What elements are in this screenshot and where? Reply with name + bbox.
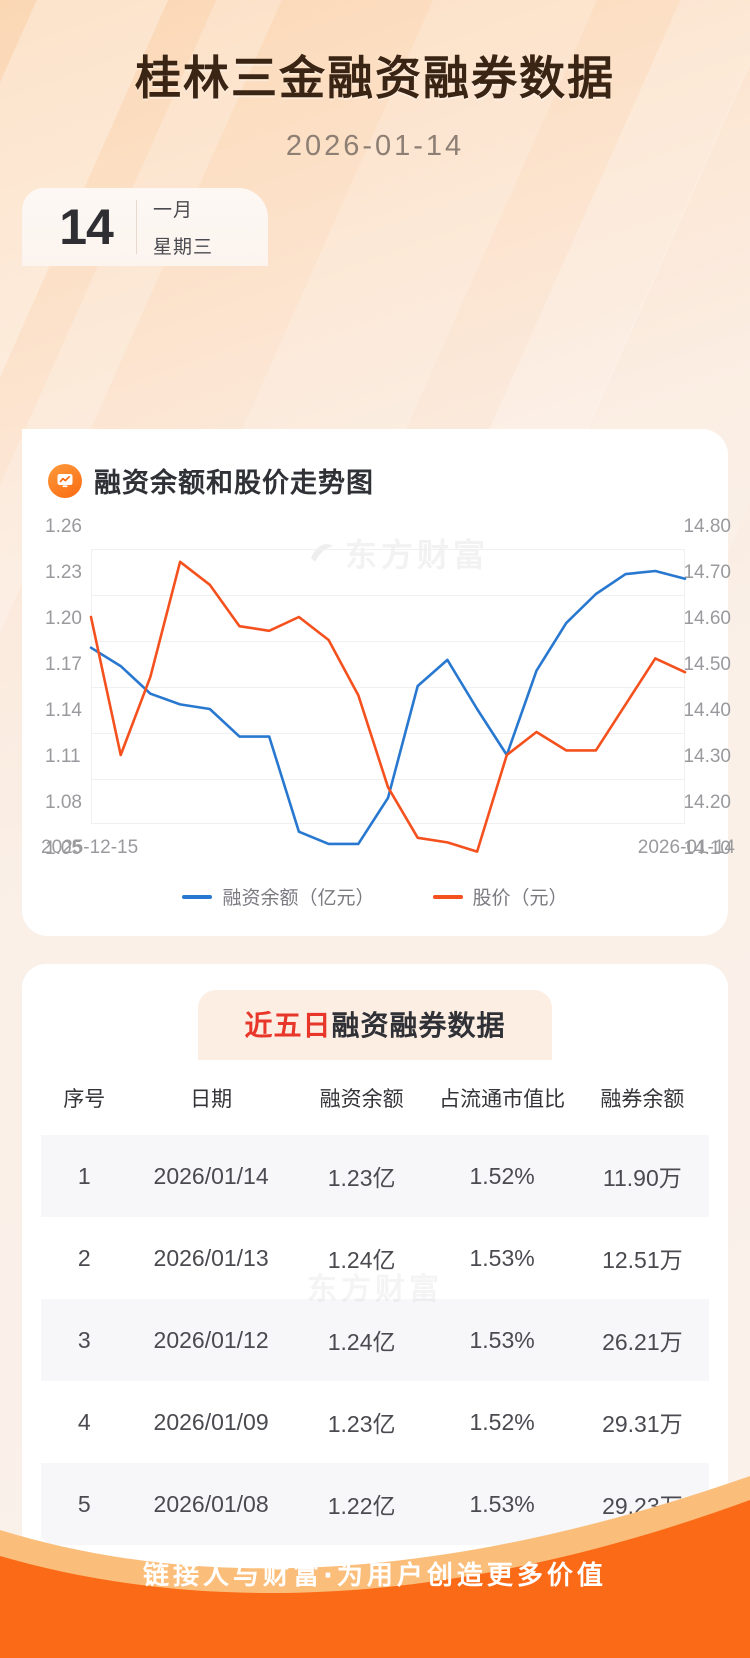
chart-gridline <box>91 595 685 596</box>
chart-monitor-icon <box>48 463 82 498</box>
y-axis-right-tick: 14.50 <box>683 654 731 675</box>
cell-date: 2026/01/12 <box>153 1326 269 1353</box>
y-axis-left-tick: 1.08 <box>45 792 82 813</box>
legend-swatch <box>432 894 463 899</box>
chart-gridline <box>91 549 685 550</box>
chart-series-line <box>89 560 687 853</box>
x-axis-end-label: 2026-01-14 <box>637 837 735 858</box>
cell-securities-balance: 26.21万 <box>602 1329 683 1355</box>
chart-card: 融资余额和股价走势图 东方财富 1.26 1.23 1.20 1.17 <box>22 429 735 936</box>
chart-section-title: 融资余额和股价走势图 <box>94 468 374 499</box>
date-chip: 14 一月 星期三 <box>22 188 268 266</box>
y-axis-left-tick: 1.05 <box>45 838 82 859</box>
y-axis-left-tick: 1.23 <box>45 562 82 583</box>
cell-date: 2026/01/14 <box>153 1162 269 1189</box>
footer-slogan: 链接人与财富·为用户创造更多价值 <box>143 1561 607 1591</box>
chart-series-line <box>89 569 687 846</box>
chart-section-header: 融资余额和股价走势图 <box>22 455 728 500</box>
y-axis-right-tick: 14.70 <box>683 562 731 583</box>
page-footer: 链接人与财富·为用户创造更多价值 <box>0 1438 750 1658</box>
cell-index: 1 <box>77 1162 91 1189</box>
legend-label: 股价（元） <box>472 888 568 909</box>
y-axis-right-tick: 14.30 <box>683 746 731 767</box>
table-row: 3 2026/01/12 1.24亿 1.53% 26.21万 <box>41 1299 709 1381</box>
chart-gridline <box>91 823 685 824</box>
y-axis-left-tick: 1.20 <box>45 608 82 629</box>
cell-securities-balance: 12.51万 <box>602 1247 683 1273</box>
chart-plot-area[interactable]: 东方财富 1.26 1.23 1.20 1.17 1.14 1.11 1.08 … <box>39 516 737 877</box>
cell-securities-balance: 29.31万 <box>602 1411 683 1437</box>
cell-date: 2026/01/09 <box>153 1408 269 1435</box>
y-axis-left-tick: 1.14 <box>45 700 82 721</box>
cell-market-value-pct: 1.52% <box>469 1162 535 1189</box>
margin-trading-table: 序号 日期 融资余额 占流通市值比 融券余额 1 2026/01/14 1.23亿 1… <box>40 1060 710 1546</box>
eastmoney-logo-icon <box>311 544 333 562</box>
cell-financing-balance: 1.23亿 <box>327 1411 396 1437</box>
column-header-index: 序号 <box>41 1061 128 1135</box>
table-row: 4 2026/01/09 1.23亿 1.52% 29.31万 <box>41 1381 709 1463</box>
y-axis-right-tick: 14.80 <box>683 516 731 537</box>
chart-gridline <box>91 687 685 688</box>
cell-securities-balance: 11.90万 <box>602 1165 682 1191</box>
y-axis-right-tick: 14.40 <box>683 700 731 721</box>
cell-market-value-pct: 1.53% <box>469 1244 535 1271</box>
page-title: 桂林三金融资融券数据 <box>135 51 615 105</box>
cell-index: 4 <box>77 1408 91 1435</box>
cell-market-value-pct: 1.52% <box>469 1408 535 1435</box>
x-axis-start-label: 2025-12-15 <box>41 837 139 858</box>
table-header-row: 序号 日期 融资余额 占流通市值比 融券余额 <box>41 1061 709 1135</box>
column-header-date: 日期 <box>127 1061 295 1135</box>
footer-wave-shape <box>0 1476 750 1658</box>
y-axis-left-tick: 1.26 <box>45 516 82 537</box>
cell-financing-balance: 1.23亿 <box>327 1165 396 1191</box>
table-row: 1 2026/01/14 1.23亿 1.52% 11.90万 <box>41 1135 709 1217</box>
cell-date: 2026/01/13 <box>153 1244 269 1271</box>
date-chip-day: 14 <box>59 199 114 255</box>
y-axis-right-tick: 14.60 <box>683 608 731 629</box>
legend-item-financing-balance[interactable]: 融资余额（亿元） <box>182 883 375 910</box>
date-chip-weekday: 星期三 <box>153 237 214 258</box>
cell-financing-balance: 1.24亿 <box>327 1329 396 1355</box>
y-axis-left-tick: 1.11 <box>45 746 81 767</box>
date-chip-divider <box>136 200 137 254</box>
cell-financing-balance: 1.24亿 <box>327 1247 396 1273</box>
legend-swatch <box>182 894 213 899</box>
y-axis-right-tick: 14.10 <box>683 838 731 859</box>
cell-index: 5 <box>77 1490 91 1517</box>
table-title-rest: 融资融券数据 <box>331 1009 506 1042</box>
chart-watermark: 东方财富 <box>307 530 489 576</box>
cell-market-value-pct: 1.53% <box>469 1490 535 1517</box>
table-title-highlight: 近五日 <box>244 1009 332 1042</box>
table-row: 2 2026/01/13 1.24亿 1.53% 12.51万 <box>41 1217 709 1299</box>
chart-gridline <box>91 733 685 734</box>
page-subtitle-date: 2026-01-14 <box>285 130 465 162</box>
column-header-percent: 占流通市值比 <box>428 1061 576 1135</box>
chart-gridline <box>91 779 685 780</box>
cell-index: 2 <box>77 1244 91 1271</box>
chart-container: 东方财富 1.26 1.23 1.20 1.17 1.14 1.11 1.08 … <box>22 516 735 910</box>
chart-plot-border <box>91 549 685 823</box>
table-title: 近五日融资融券数据 <box>198 990 552 1060</box>
chart-series-svg <box>89 560 687 853</box>
y-axis-left-tick: 1.17 <box>45 654 82 675</box>
cell-index: 3 <box>77 1326 91 1353</box>
date-chip-month: 一月 <box>153 200 194 221</box>
cell-market-value-pct: 1.53% <box>469 1326 535 1353</box>
column-header-securities: 融券余额 <box>575 1061 709 1135</box>
cell-financing-balance: 1.22亿 <box>327 1493 396 1519</box>
column-header-balance: 融资余额 <box>294 1061 429 1135</box>
cell-date: 2026/01/08 <box>153 1490 269 1517</box>
legend-label: 融资余额（亿元） <box>222 888 375 909</box>
page-header: 桂林三金融资融券数据 2026-01-14 <box>0 0 750 163</box>
table-title-wrap: 近五日融资融券数据 <box>22 964 728 1060</box>
chart-legend: 融资余额（亿元） 股价（元） <box>48 883 702 910</box>
chart-gridline <box>91 641 685 642</box>
legend-item-stock-price[interactable]: 股价（元） <box>432 883 568 910</box>
y-axis-right-tick: 14.20 <box>683 792 731 813</box>
